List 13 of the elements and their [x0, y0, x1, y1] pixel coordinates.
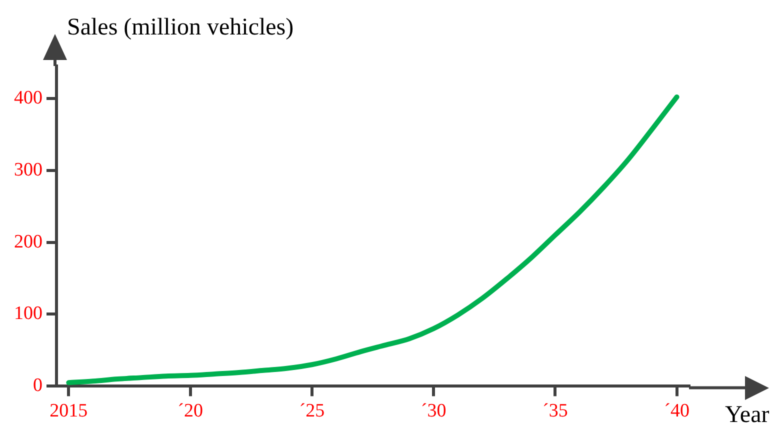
- x-tick-label: ´30: [420, 400, 446, 422]
- x-axis-title: Year: [725, 402, 770, 427]
- y-tick-label: 300: [14, 159, 42, 180]
- y-tick-label: 100: [14, 303, 42, 324]
- x-tick-label: ´35: [542, 400, 568, 422]
- y-tick-label: 200: [14, 231, 42, 252]
- y-tick-label: 0: [33, 375, 42, 396]
- x-tick-label: 2015: [50, 400, 88, 422]
- x-tick-label: ´20: [178, 400, 203, 422]
- y-axis-title: Sales (million vehicles): [67, 14, 294, 40]
- y-tick-label: 400: [14, 87, 42, 108]
- x-tick-label: ´25: [299, 400, 325, 422]
- x-tick-label: ´40: [664, 400, 690, 422]
